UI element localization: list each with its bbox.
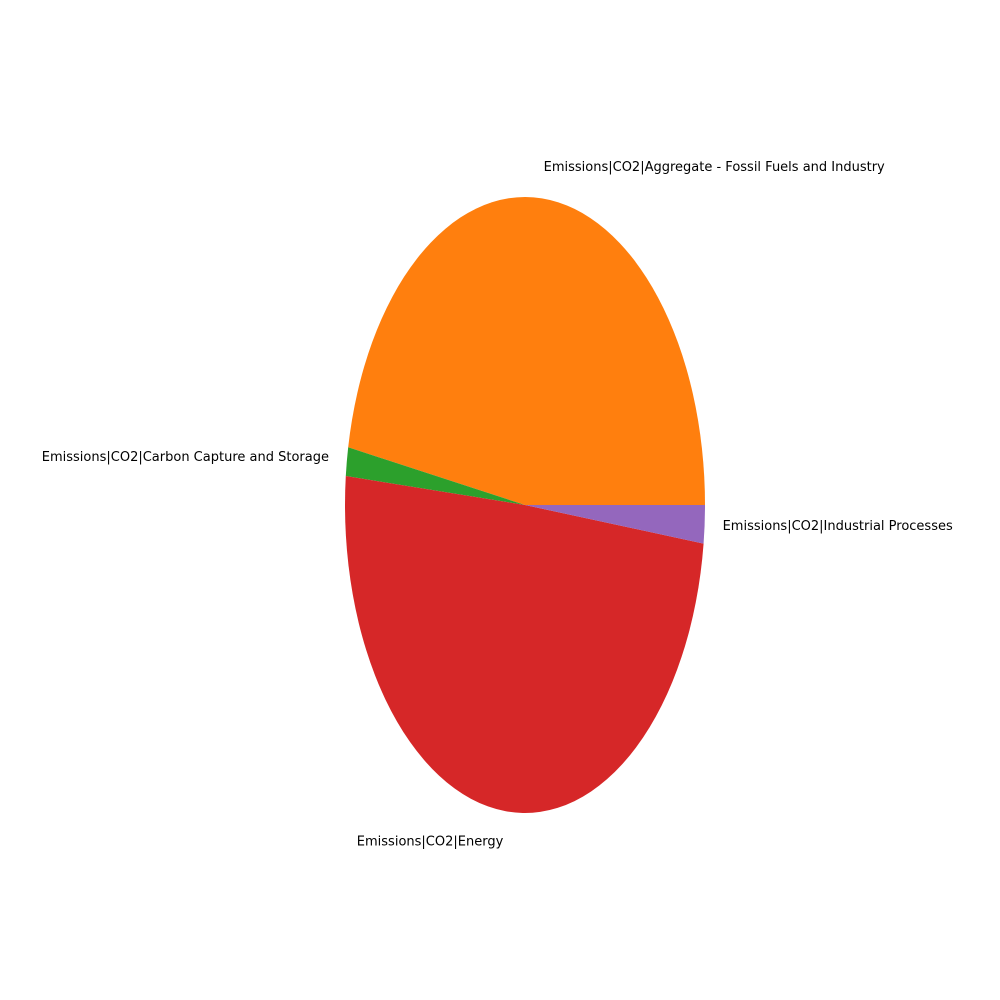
pie-label-0: Emissions|CO2|Aggregate - Fossil Fuels a… <box>544 160 885 175</box>
pie-label-1: Emissions|CO2|Carbon Capture and Storage <box>42 450 329 465</box>
pie-slice-0 <box>348 196 705 505</box>
pie-label-3: Emissions|CO2|Industrial Processes <box>723 519 953 534</box>
pie-slice-2 <box>345 476 704 813</box>
pie-slices <box>345 196 705 813</box>
pie-labels: Emissions|CO2|Aggregate - Fossil Fuels a… <box>42 160 953 849</box>
pie-label-2: Emissions|CO2|Energy <box>357 834 504 849</box>
pie-slice-3 <box>525 505 705 544</box>
pie-slice-1 <box>345 447 525 505</box>
